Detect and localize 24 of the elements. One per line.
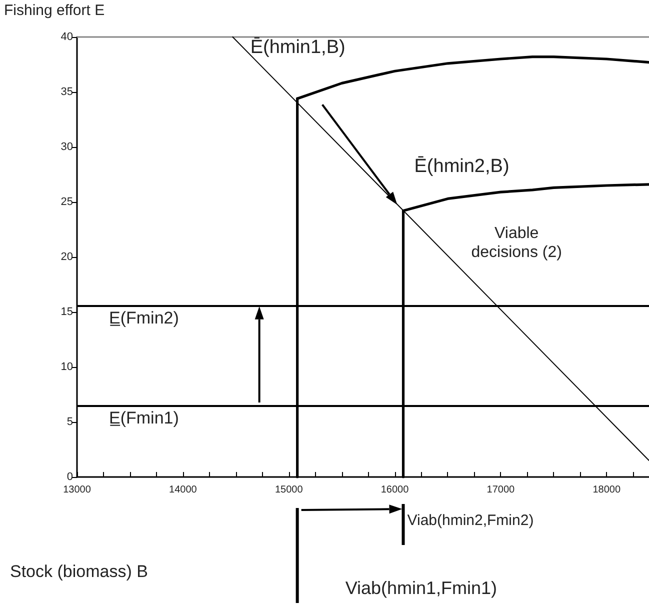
y-tick-label: 20 — [60, 251, 73, 263]
annotation: Viable decisions (2) — [471, 224, 562, 262]
annotation: Ē(hmin2,B) — [414, 156, 510, 178]
x-tick-label: 18000 — [592, 484, 621, 496]
y-tick-label: 35 — [60, 86, 73, 98]
text: Viab(hmin1,Fmin1) — [345, 578, 498, 599]
x-axis-title: Stock (biomass) B — [10, 562, 148, 582]
y-tick-label: 25 — [60, 196, 73, 208]
x-tick-label: 15000 — [274, 484, 304, 496]
y-tick-label: 15 — [60, 306, 73, 318]
y-axis-title: Fishing effort E — [4, 2, 105, 19]
y-tick-label: 10 — [60, 361, 73, 373]
y-tick-label: 30 — [60, 141, 73, 153]
x-tick-label: 14000 — [169, 484, 198, 496]
ref-line-label: E̲(Fmin2) — [109, 308, 179, 328]
text: Viab(hmin2,Fmin2) — [407, 512, 534, 529]
x-tick-label: 13000 — [63, 484, 92, 496]
ref-line-label: E̲(Fmin1) — [109, 408, 179, 428]
y-tick-label: 0 — [66, 471, 73, 483]
x-tick-label: 17000 — [486, 484, 516, 496]
annotation: Ē(hmin1,B) — [250, 36, 346, 59]
x-tick-label: 16000 — [380, 484, 410, 496]
y-tick-label: 5 — [66, 416, 73, 428]
y-tick-label: 40 — [60, 31, 73, 43]
